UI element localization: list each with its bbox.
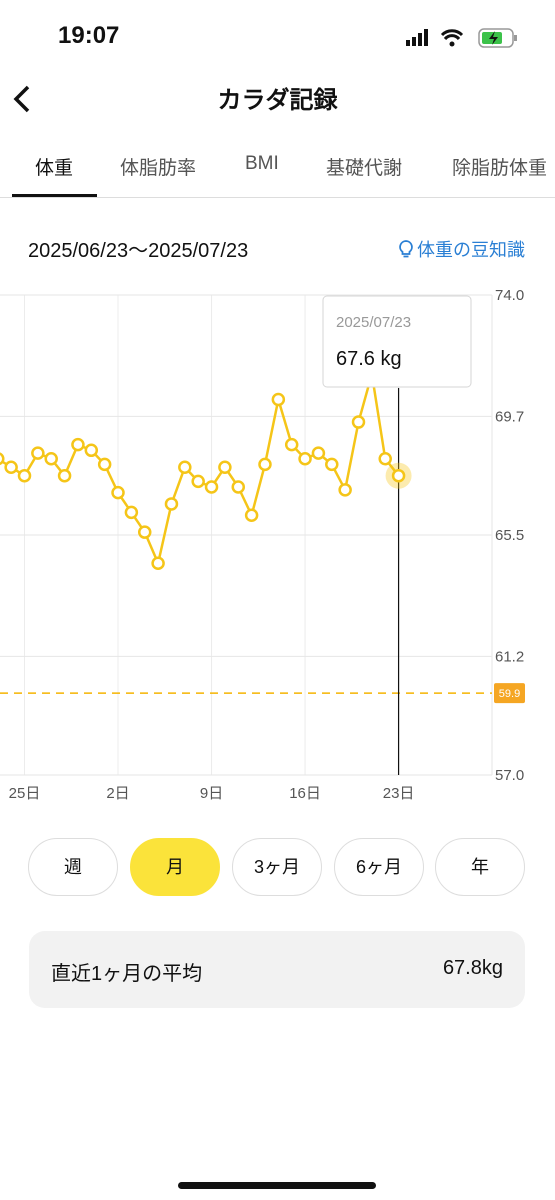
x-tick-label: 16日 xyxy=(289,785,321,802)
tooltip-box xyxy=(322,295,472,388)
tooltip-date: 2025/07/23 xyxy=(336,314,411,331)
period-button[interactable]: 6ヶ月 xyxy=(334,838,424,896)
status-time: 19:07 xyxy=(58,22,120,49)
data-point xyxy=(298,452,312,466)
y-tick-label: 61.2 xyxy=(495,648,524,665)
average-card: 直近1ヶ月の平均 67.8kg xyxy=(29,931,525,1008)
page-title: カラダ記録 xyxy=(217,87,338,114)
period-button[interactable]: 週 xyxy=(28,838,118,896)
tooltip-value: 67.6 kg xyxy=(336,348,402,370)
weight-chart: 25日 2日 9日 16日 23日 57.0 61.2 65.5 69.7 74.0 59.9 202… xyxy=(0,287,525,802)
data-point xyxy=(204,480,219,494)
data-point xyxy=(0,452,5,466)
tab[interactable]: BMI xyxy=(245,153,279,174)
data-point xyxy=(351,415,366,429)
tip-text: 体重の豆知識 xyxy=(417,240,525,260)
period-button[interactable]: 年 xyxy=(435,838,525,896)
y-tick-label: 57.0 xyxy=(495,767,524,784)
data-point xyxy=(111,485,125,500)
tab-indicator xyxy=(12,194,97,197)
data-point xyxy=(271,392,286,407)
data-point xyxy=(218,460,232,474)
tooltip: 2025/07/23 67.6 kg xyxy=(322,295,472,388)
data-point xyxy=(84,443,99,458)
x-tick-label: 23日 xyxy=(383,785,415,802)
data-point xyxy=(57,468,72,483)
data-point xyxy=(71,437,85,452)
y-tick-label: 65.5 xyxy=(495,527,524,544)
goal-label-bg xyxy=(494,683,525,704)
back-button[interactable] xyxy=(10,84,34,114)
data-point xyxy=(137,525,152,539)
home-indicator xyxy=(178,1182,376,1189)
data-point xyxy=(378,452,392,466)
data-point xyxy=(191,474,205,489)
data-point xyxy=(124,505,139,520)
data-point xyxy=(31,446,45,460)
y-tick-label: 69.7 xyxy=(495,408,524,425)
data-point xyxy=(151,556,165,570)
x-tick-label: 25日 xyxy=(9,785,41,802)
period-button[interactable]: 月 xyxy=(130,838,220,896)
data-point xyxy=(231,480,246,494)
data-point xyxy=(17,468,32,483)
data-point xyxy=(4,460,18,474)
tab[interactable]: 基礎代謝 xyxy=(326,158,403,179)
average-label: 直近1ヶ月の平均 xyxy=(51,963,203,985)
period-selector: 週 月 3ヶ月 6ヶ月 年 xyxy=(0,838,555,898)
data-point xyxy=(391,468,406,483)
x-tick-label: 9日 xyxy=(200,785,223,802)
data-point xyxy=(97,457,112,472)
tab-bar: 体重 体脂肪率 BMI 基礎代謝 除脂肪体重 xyxy=(0,145,555,198)
data-point xyxy=(338,483,352,497)
goal-label: 59.9 xyxy=(499,688,520,700)
status-icons xyxy=(406,28,517,48)
tab[interactable]: 体脂肪率 xyxy=(120,158,197,179)
period-button[interactable]: 3ヶ月 xyxy=(232,838,322,896)
data-point xyxy=(325,457,339,472)
average-value: 67.8kg xyxy=(442,957,503,979)
tab[interactable]: 除脂肪体重 xyxy=(452,158,548,179)
data-point xyxy=(311,446,326,460)
date-range: 2025/06/23〜2025/07/23 xyxy=(28,240,249,262)
y-tick-label: 74.0 xyxy=(495,287,524,304)
bulb-icon xyxy=(399,240,413,258)
data-point xyxy=(258,457,272,472)
data-point xyxy=(164,497,179,511)
x-tick-label: 2日 xyxy=(106,785,129,802)
data-point xyxy=(244,508,259,522)
data-point xyxy=(178,460,192,474)
tab[interactable]: 体重 xyxy=(35,158,74,179)
tip-link[interactable]: 体重の豆知識 xyxy=(399,236,525,262)
data-point xyxy=(44,452,58,466)
data-point xyxy=(284,437,299,452)
